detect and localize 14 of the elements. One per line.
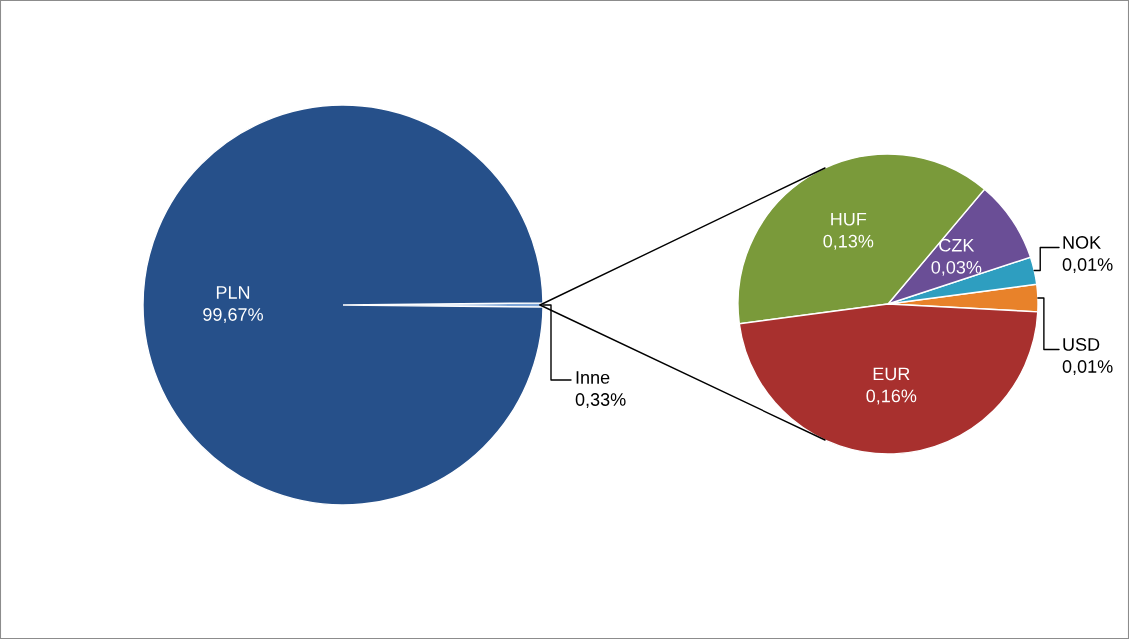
data-label: 0,03% bbox=[931, 260, 982, 276]
data-label: 99,67% bbox=[203, 308, 263, 324]
slice-label: NOK bbox=[1063, 236, 1101, 249]
data-label: 0,33% bbox=[575, 393, 626, 409]
data-label: 0,01% bbox=[1062, 258, 1113, 274]
slice-label: HUF bbox=[831, 212, 867, 226]
slice-label: PLN bbox=[216, 286, 250, 299]
data-label: 0,16% bbox=[866, 389, 917, 405]
slice-label: EUR bbox=[873, 367, 910, 381]
data-label: 0,01% bbox=[1062, 360, 1113, 376]
slice-label: CZK bbox=[939, 238, 975, 252]
slice-label: Inne bbox=[576, 371, 610, 384]
slice-label: USD bbox=[1063, 338, 1100, 351]
data-label: 0,13% bbox=[823, 234, 874, 250]
